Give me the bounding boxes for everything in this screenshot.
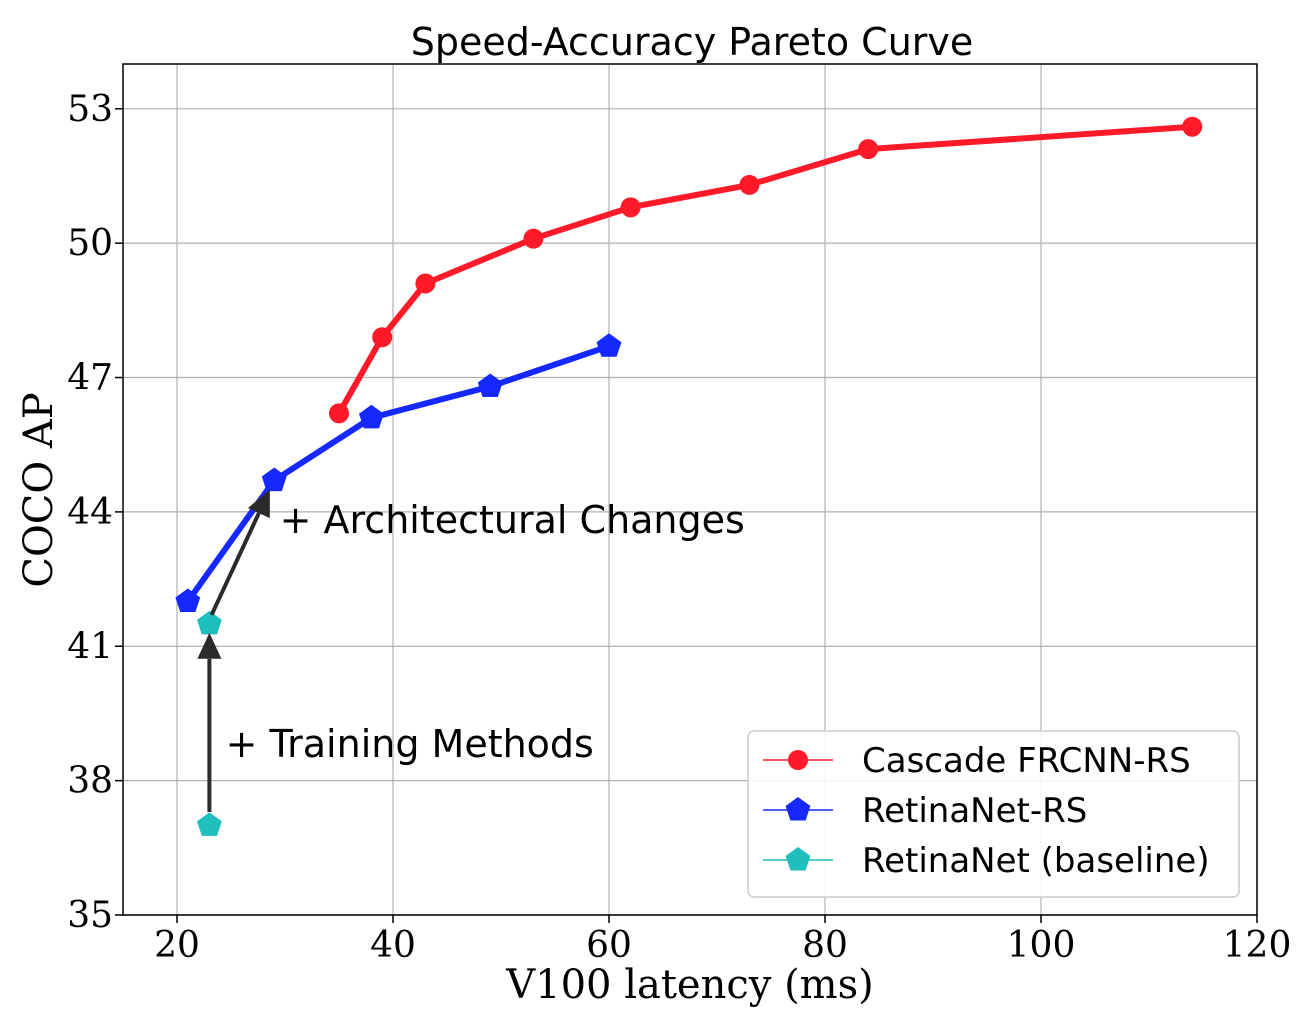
data-point: [477, 373, 503, 397]
annotation-layer: + Training Methods + Architectural Change…: [197, 489, 745, 812]
annotation-arrow-shaft: [209, 512, 261, 616]
legend-frame: [747, 730, 1240, 898]
legend-marker: [785, 797, 811, 821]
annotation-arrow-head: [197, 632, 222, 659]
y-tick-label: 44: [67, 492, 113, 533]
series-line: [185, 343, 610, 604]
data-point: [739, 174, 760, 195]
legend-marker: [788, 750, 808, 770]
y-tick-label: 50: [67, 223, 113, 264]
y-axis-label: COCO AP: [16, 392, 62, 587]
data-point: [1182, 116, 1203, 137]
legend-marker: [785, 847, 811, 871]
data-point: [523, 228, 544, 249]
series-1: [175, 333, 622, 612]
data-point: [858, 139, 879, 160]
data-point: [329, 403, 349, 424]
series-line: [336, 123, 1193, 415]
chart-title: Speed-Accuracy Pareto Curve: [411, 20, 974, 64]
series-layer: [175, 116, 1203, 836]
data-point: [175, 588, 201, 612]
y-tick-label: 35: [67, 895, 113, 936]
annotation-text: + Training Methods: [226, 722, 594, 766]
data-point: [261, 467, 287, 492]
series-2: [197, 610, 222, 836]
legend-label: RetinaNet (baseline): [862, 841, 1210, 881]
data-point: [372, 327, 393, 348]
series-0: [329, 116, 1203, 424]
y-tick-label: 41: [67, 626, 113, 667]
data-point: [197, 812, 222, 836]
x-axis-label: V100 latency (ms): [505, 962, 873, 1008]
y-tick-label: 47: [67, 358, 113, 399]
x-tick-label: 80: [802, 925, 848, 966]
x-tick-label: 20: [154, 925, 200, 966]
annotation-text: + Architectural Changes: [280, 498, 745, 542]
annotation-arrow-head: [248, 489, 270, 519]
data-point: [359, 404, 384, 429]
legend-label: Cascade FRCNN-RS: [862, 741, 1191, 781]
x-tick-label: 40: [370, 925, 416, 966]
data-point: [197, 610, 222, 635]
tick-layer: 20 40 60 80 100 120 35 38 41 44 47 50 53: [67, 89, 1291, 966]
legend-label: RetinaNet-RS: [862, 791, 1087, 831]
legend: Cascade FRCNN-RS RetinaNet-RS RetinaNet (b…: [747, 730, 1240, 898]
x-tick-label: 100: [1007, 925, 1076, 966]
y-tick-label: 53: [67, 89, 113, 130]
data-point: [596, 333, 622, 357]
data-point: [415, 273, 436, 294]
data-point: [620, 197, 641, 218]
x-tick-label: 120: [1223, 925, 1292, 966]
x-tick-label: 60: [586, 925, 632, 966]
plot-frame: [122, 63, 1258, 916]
y-tick-label: 38: [67, 761, 113, 802]
